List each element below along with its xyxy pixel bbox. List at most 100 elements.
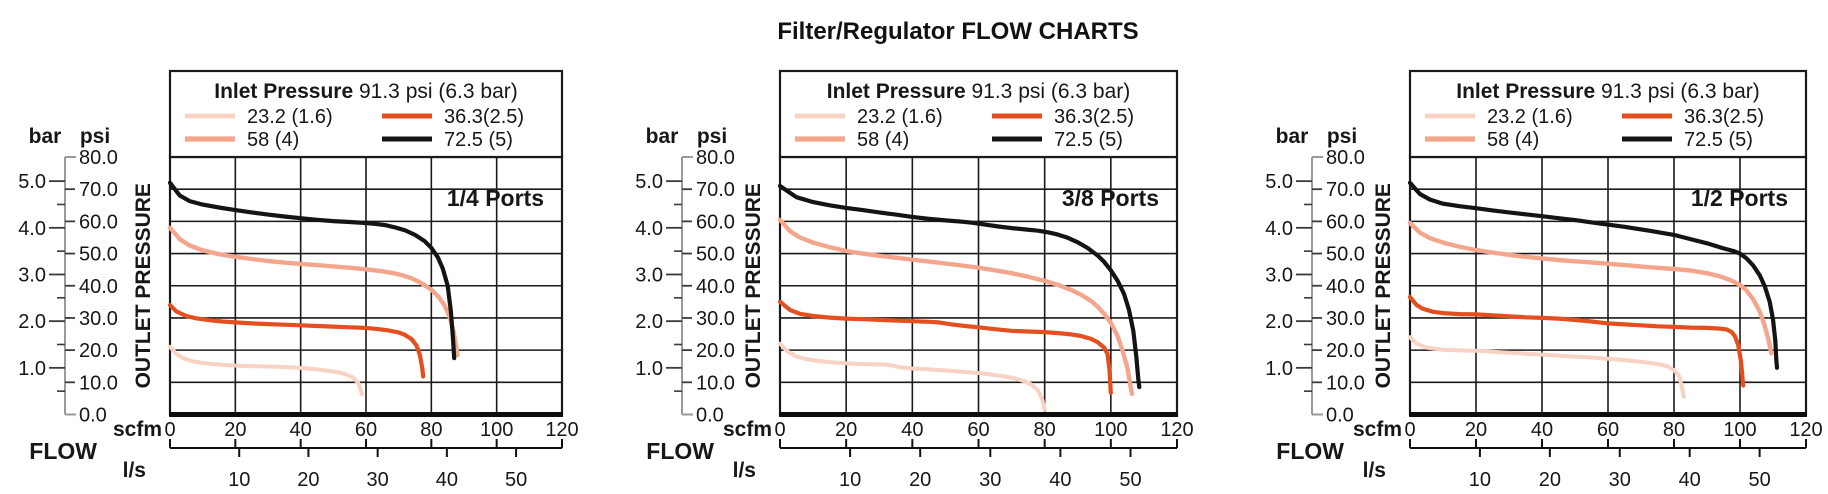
scfm-tick-label: 120 xyxy=(545,419,578,441)
chart-1-2-ports: 0.0 10.0 20.0 30.0 40.0 50.0 60.0 70.0 80.0 1.0 2.… xyxy=(1265,69,1823,491)
legend-entry-label: 58 (4) xyxy=(1487,129,1539,151)
scfm-tick-label: 100 xyxy=(1723,419,1756,441)
bar-tick-label: 1.0 xyxy=(1265,358,1293,380)
curve-23-2-1-6 xyxy=(168,344,365,397)
curve-23-2-1-6 xyxy=(778,341,1047,412)
scfm-tick-label: 0 xyxy=(164,419,175,441)
ls-tick-label: 40 xyxy=(1049,469,1071,491)
legend-title: Inlet Pressure 91.3 psi (6.3 bar) xyxy=(827,80,1131,103)
curve-36-3-2-5 xyxy=(167,303,426,379)
ls-unit-label: l/s xyxy=(733,459,756,482)
ls-tick-label: 20 xyxy=(297,469,319,491)
psi-tick-label: 60.0 xyxy=(79,211,118,233)
ls-tick-label: 10 xyxy=(1469,469,1491,491)
legend-title: Inlet Pressure 91.3 psi (6.3 bar) xyxy=(214,80,518,103)
scfm-tick-label: 60 xyxy=(1597,419,1619,441)
scfm-tick-label: 20 xyxy=(224,419,246,441)
psi-tick-label: 40.0 xyxy=(79,276,118,298)
legend-entry-label: 36.3(2.5) xyxy=(444,106,524,128)
flow-label: FLOW xyxy=(29,438,97,464)
ls-tick-label: 20 xyxy=(1539,469,1561,491)
scfm-unit-label: scfm xyxy=(723,418,772,441)
scfm-tick-label: 20 xyxy=(1465,419,1487,441)
port-label: 1/4 Ports xyxy=(447,185,544,211)
bar-tick-label: 3.0 xyxy=(635,264,663,286)
ls-tick-label: 40 xyxy=(1679,469,1701,491)
scfm-unit-label: scfm xyxy=(1353,418,1402,441)
port-label: 3/8 Ports xyxy=(1062,185,1159,211)
legend-box xyxy=(1408,69,1808,159)
page-title: Filter/Regulator FLOW CHARTS xyxy=(777,18,1139,45)
psi-tick-label: 80.0 xyxy=(696,147,735,169)
psi-tick-label: 10.0 xyxy=(1326,372,1365,394)
ls-tick-label: 10 xyxy=(839,469,861,491)
x-axis: 0 20 40 60 80 100 120 scfm 10 20 30 40 50 FLOW l/s xyxy=(1276,418,1822,491)
legend-entry-label: 23.2 (1.6) xyxy=(857,106,943,128)
bar-tick-label: 2.0 xyxy=(635,311,663,333)
curves xyxy=(777,183,1142,412)
y-axis: 0.0 10.0 20.0 30.0 40.0 50.0 60.0 70.0 80.0 1.0 2.… xyxy=(18,125,155,427)
x-axis: 0 20 40 60 80 100 120 scfm 10 20 30 40 50 FLOW l/s xyxy=(29,418,578,491)
psi-tick-label: 50.0 xyxy=(696,244,735,266)
scfm-tick-label: 120 xyxy=(1160,419,1193,441)
psi-tick-label: 0.0 xyxy=(696,405,724,427)
scfm-tick-label: 80 xyxy=(1034,419,1056,441)
psi-tick-label: 70.0 xyxy=(79,179,118,201)
curve-72-5-5 xyxy=(167,180,457,361)
scfm-tick-label: 100 xyxy=(1094,419,1127,441)
scfm-tick-label: 0 xyxy=(1404,419,1415,441)
legend-entry-label: 58 (4) xyxy=(857,129,909,151)
y-axis: 0.0 10.0 20.0 30.0 40.0 50.0 60.0 70.0 80.0 1.0 2.… xyxy=(1265,125,1395,427)
psi-tick-label: 10.0 xyxy=(79,372,118,394)
scfm-tick-label: 120 xyxy=(1789,419,1822,441)
scfm-tick-label: 80 xyxy=(420,419,442,441)
psi-tick-label: 20.0 xyxy=(696,340,735,362)
legend-entry-label: 36.3(2.5) xyxy=(1684,106,1764,128)
psi-tick-label: 60.0 xyxy=(1326,211,1365,233)
bar-tick-label: 2.0 xyxy=(18,311,46,333)
curve-36-3-2-5 xyxy=(1407,294,1746,388)
port-label: 1/2 Ports xyxy=(1691,185,1788,211)
scfm-tick-label: 100 xyxy=(480,419,513,441)
scfm-tick-label: 40 xyxy=(290,419,312,441)
bar-tick-label: 1.0 xyxy=(18,358,46,380)
legend-entry-label: 36.3(2.5) xyxy=(1054,106,1134,128)
bar-tick-label: 2.0 xyxy=(1265,311,1293,333)
legend-entry-label: 23.2 (1.6) xyxy=(247,106,333,128)
scfm-tick-label: 80 xyxy=(1663,419,1685,441)
ls-tick-label: 50 xyxy=(1119,469,1141,491)
ls-unit-label: l/s xyxy=(1363,459,1386,482)
psi-tick-label: 70.0 xyxy=(696,179,735,201)
bar-tick-label: 4.0 xyxy=(18,218,46,240)
ls-tick-label: 30 xyxy=(1609,469,1631,491)
curves xyxy=(167,180,460,397)
scfm-tick-label: 60 xyxy=(967,419,989,441)
scfm-unit-label: scfm xyxy=(113,418,162,441)
curve-58-4 xyxy=(167,225,460,358)
plot-grid xyxy=(170,157,562,415)
bar-tick-label: 3.0 xyxy=(18,264,46,286)
y-axis-title: OUTLET PRESSURE xyxy=(132,183,155,388)
psi-tick-label: 70.0 xyxy=(1326,179,1365,201)
ls-tick-label: 50 xyxy=(1748,469,1770,491)
bar-tick-label: 4.0 xyxy=(635,218,663,240)
psi-tick-label: 80.0 xyxy=(1326,147,1365,169)
legend-entry-label: 72.5 (5) xyxy=(444,129,513,151)
psi-tick-label: 50.0 xyxy=(79,244,118,266)
bar-tick-label: 1.0 xyxy=(635,358,663,380)
chart-1-4-ports: 0.0 10.0 20.0 30.0 40.0 50.0 60.0 70.0 80.0 1.0 2.… xyxy=(18,69,579,491)
psi-tick-label: 40.0 xyxy=(696,276,735,298)
bar-tick-label: 4.0 xyxy=(1265,218,1293,240)
axis-unit-bar: bar xyxy=(646,125,679,148)
curves xyxy=(1407,180,1780,399)
scfm-tick-label: 60 xyxy=(355,419,377,441)
scfm-tick-label: 40 xyxy=(901,419,923,441)
flow-label: FLOW xyxy=(1276,438,1344,464)
psi-tick-label: 30.0 xyxy=(1326,308,1365,330)
legend-entry-label: 58 (4) xyxy=(247,129,299,151)
legend-entry-label: 23.2 (1.6) xyxy=(1487,106,1573,128)
curve-58-4 xyxy=(1407,220,1774,356)
curve-72-5-5 xyxy=(777,183,1142,390)
